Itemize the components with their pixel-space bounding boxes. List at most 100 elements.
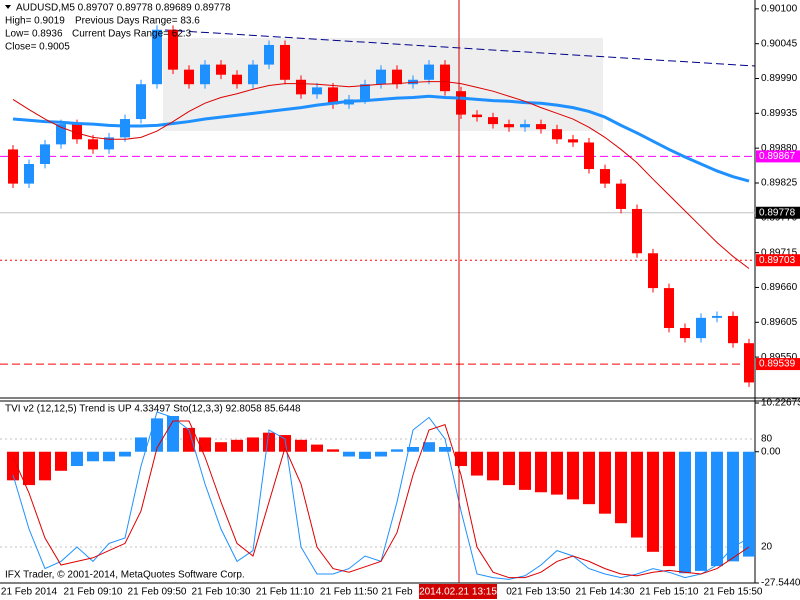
x-tick-label: 21 Feb 13:50 [512, 587, 571, 598]
histogram-bar [135, 437, 147, 452]
menu-arrow[interactable] [5, 5, 11, 9]
candle-body [120, 119, 130, 138]
histogram-bar [439, 446, 451, 452]
histogram-bar [391, 449, 403, 452]
price-label: 0.89703 [759, 255, 796, 266]
x-tick-label: 21 Feb 09:50 [128, 587, 187, 598]
histogram-bar [647, 451, 659, 552]
histogram-bar [23, 451, 35, 486]
histogram-bar [343, 451, 355, 457]
histogram-bar [279, 435, 291, 452]
high: High= 0.9019 [5, 16, 65, 27]
histogram-bar [167, 415, 179, 452]
curr-range: Current Days Range= 62.3 [72, 29, 192, 40]
indicator-title: TVI v2 (12,12,5) Trend is UP 4.33497 Sto… [5, 404, 301, 415]
candle-body [232, 74, 242, 85]
close: Close= 0.9005 [5, 42, 70, 53]
candle-body [520, 124, 530, 128]
x-tick-label: 0 [506, 587, 512, 598]
histogram-bar [583, 451, 595, 505]
low: Low= 0.8936 [5, 29, 63, 40]
candle-body [648, 253, 658, 289]
y-tick-label: 10.22673 [761, 398, 800, 409]
histogram-bar [359, 451, 371, 459]
y-tick-label: 0.89550 [761, 352, 798, 363]
candle-body [584, 142, 594, 170]
histogram-bar [711, 451, 723, 567]
symbol-line: AUDUSD,M5 0.89707 0.89778 0.89689 0.8977… [16, 3, 231, 14]
histogram-bar [263, 432, 275, 452]
trend-line [164, 29, 756, 67]
y-tick-label: 0.90045 [761, 38, 798, 49]
candle-body [376, 69, 386, 85]
candle-body [456, 91, 466, 115]
y-tick-label: -27.54406 [761, 578, 800, 589]
candle-body [360, 84, 370, 100]
histogram-bar [407, 446, 419, 452]
histogram-bar [679, 451, 691, 574]
candle-body [696, 317, 706, 339]
histogram-bar [103, 451, 115, 462]
histogram-bar [455, 451, 467, 467]
histogram-bar [599, 451, 611, 514]
candle-body [216, 64, 226, 75]
histogram-bar [327, 449, 339, 452]
candle-body [712, 315, 722, 318]
candle-body [88, 139, 98, 150]
plot-layer: 0.901000.900450.899900.899350.898800.898… [0, 4, 800, 598]
histogram-bar [695, 451, 707, 571]
candle-body [168, 29, 178, 70]
indicator-line [12, 420, 750, 579]
histogram-bar [215, 442, 227, 452]
candle-body [72, 124, 82, 140]
candle-body [568, 139, 578, 143]
y-tick-label: 0.00 [761, 446, 781, 457]
candle-body [136, 84, 146, 120]
histogram-bar [247, 437, 259, 452]
cursor-time-box [419, 584, 497, 599]
candle-body [616, 183, 626, 209]
candle-body [280, 44, 290, 80]
price-label-box [756, 358, 800, 371]
x-tick-label: 21 Feb 11:50 [320, 587, 379, 598]
x-tick-label: 21 Feb [381, 587, 413, 598]
candle-body [744, 343, 754, 383]
y-tick-label: 0.89935 [761, 108, 798, 119]
price-label: 0.89539 [759, 359, 796, 370]
y-tick-label: 0.89990 [761, 73, 798, 84]
candle-body [728, 315, 738, 344]
candle-body [184, 69, 194, 85]
indicator-line [12, 81, 750, 269]
copyright: IFX Trader, © 2001-2014, MetaQuotes Soft… [5, 570, 245, 581]
histogram-bar [631, 451, 643, 538]
histogram-bar [567, 451, 579, 500]
candle-body [24, 163, 34, 184]
cursor-time: 2014.02.21 13:15 [419, 587, 497, 598]
histogram-bar [487, 451, 499, 481]
price-label: 0.89867 [759, 151, 796, 162]
candle-body [392, 69, 402, 85]
y-tick-label: 0.89715 [761, 247, 798, 258]
candle-body [680, 327, 690, 339]
candle-body [8, 149, 18, 184]
histogram-bar [519, 451, 531, 490]
indicator-line [12, 94, 750, 183]
candle-body [664, 288, 674, 328]
candle-body [600, 169, 610, 184]
candle-body [56, 124, 66, 145]
x-tick-label: 21 Feb 11:10 [256, 587, 315, 598]
histogram-bar [183, 427, 195, 452]
candle-body [328, 87, 338, 105]
candle-body [632, 208, 642, 254]
histogram-bar [743, 451, 755, 557]
y2-tick-label: 20 [761, 542, 773, 553]
histogram-bar [295, 439, 307, 452]
candle-body [536, 124, 546, 130]
price-label-box [756, 150, 800, 163]
candle-body [552, 129, 562, 140]
y2-tick-label: 80 [761, 434, 773, 445]
candle-body [264, 44, 274, 65]
candle-body [152, 29, 162, 85]
y-tick-label: 0.89605 [761, 317, 798, 328]
